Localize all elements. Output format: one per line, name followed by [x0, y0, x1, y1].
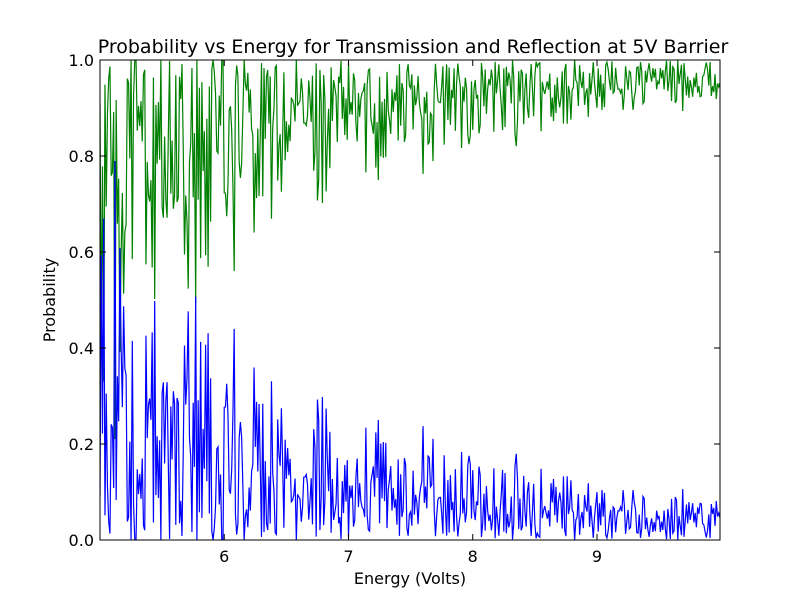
x-tick-label: 9: [592, 547, 602, 566]
plot-lines: [100, 60, 720, 540]
y-tick-label: 0.6: [69, 243, 94, 262]
x-tick-label: 7: [343, 547, 353, 566]
y-tick-label: 0.2: [69, 435, 94, 454]
y-axis-label: Probability: [40, 258, 59, 343]
series-line-green: [100, 60, 720, 439]
series-line-blue: [100, 161, 720, 540]
plot-frame: [99, 59, 721, 541]
x-tick-label: 8: [468, 547, 478, 566]
x-tick-label: 6: [219, 547, 229, 566]
y-tick-label: 1.0: [69, 51, 94, 70]
chart-title: Probability vs Energy for Transmission a…: [98, 36, 729, 58]
y-tick-label: 0.0: [69, 531, 94, 550]
y-tick-label: 0.4: [69, 339, 94, 358]
y-tick-label: 0.8: [69, 147, 94, 166]
x-axis-label: Energy (Volts): [354, 569, 466, 588]
axis-ticks: 6 7 8 9 0.0 0.2 0.4 0.6 0.8 1.0: [69, 51, 720, 566]
